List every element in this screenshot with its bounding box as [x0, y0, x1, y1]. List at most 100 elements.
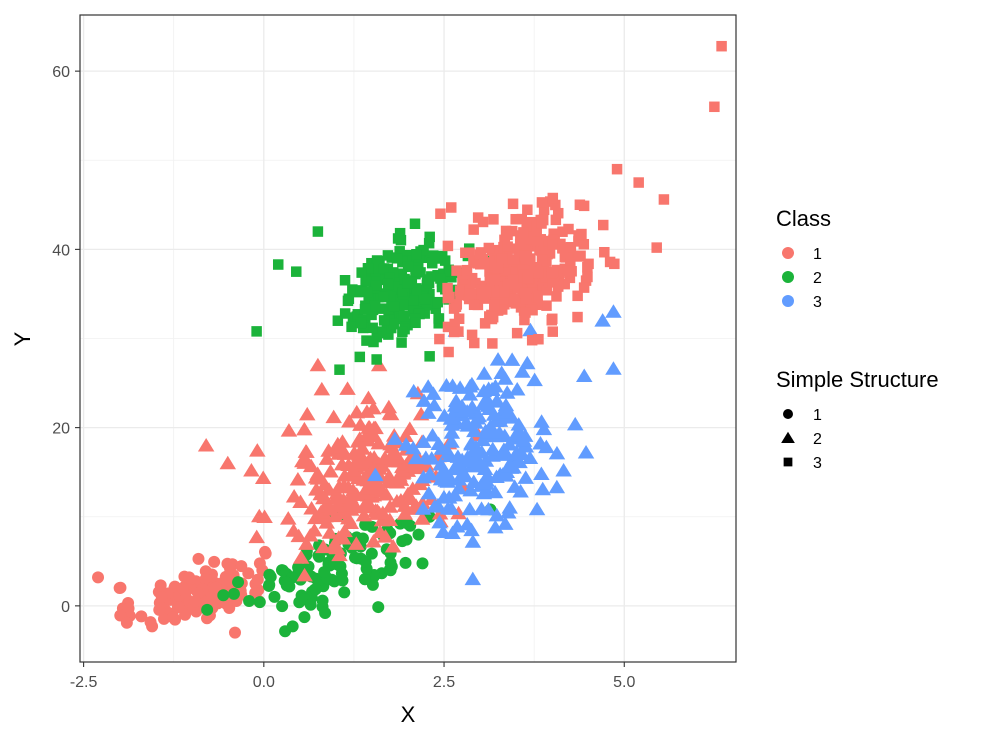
data-point: [546, 314, 558, 326]
data-point: [499, 287, 510, 298]
data-point: [508, 293, 519, 305]
data-point: [363, 292, 374, 304]
data-point: [334, 560, 347, 573]
y-tick-label: 0: [61, 599, 70, 616]
data-point: [120, 616, 133, 629]
data-point: [461, 264, 473, 276]
data-point: [224, 562, 237, 575]
data-point: [594, 313, 611, 327]
data-point: [361, 335, 372, 346]
legend-key: [782, 271, 794, 283]
data-point: [443, 425, 461, 439]
data-point: [458, 404, 476, 418]
data-point: [285, 488, 303, 503]
data-point: [272, 259, 284, 270]
data-point: [559, 251, 571, 263]
data-point: [462, 482, 479, 497]
data-point: [435, 208, 446, 219]
data-point: [488, 469, 505, 483]
data-point: [500, 264, 512, 276]
data-point: [419, 308, 430, 319]
data-point: [401, 421, 419, 435]
data-point: [412, 528, 425, 541]
data-point: [351, 445, 368, 459]
data-point: [208, 555, 221, 568]
data-point: [235, 560, 248, 573]
data-point: [442, 411, 460, 425]
data-point: [280, 576, 293, 589]
data-point: [410, 317, 421, 329]
data-point: [563, 223, 574, 235]
data-point: [519, 287, 530, 299]
legend-key: [782, 295, 794, 307]
data-point: [506, 479, 523, 493]
data-point: [286, 620, 299, 633]
data-point: [439, 255, 451, 266]
data-point: [479, 424, 496, 439]
data-point: [379, 474, 397, 489]
data-point: [541, 300, 552, 311]
data-point: [359, 555, 372, 568]
data-point: [336, 446, 354, 460]
legend-label: 1: [813, 246, 822, 263]
data-point: [331, 547, 348, 562]
data-point: [296, 421, 313, 436]
data-point: [483, 242, 495, 254]
data-point: [122, 602, 135, 615]
data-point: [552, 207, 564, 219]
data-point: [355, 317, 367, 329]
data-point: [421, 252, 433, 264]
y-tick-label: 20: [52, 421, 70, 438]
data-point: [488, 214, 499, 225]
data-point: [154, 579, 167, 592]
data-point: [548, 479, 566, 494]
data-point: [464, 278, 475, 290]
data-point: [251, 508, 268, 523]
data-point: [540, 247, 551, 258]
data-point: [251, 326, 262, 337]
data-point: [296, 567, 313, 582]
legend-title: Simple Structure: [776, 367, 939, 392]
data-point: [316, 594, 329, 607]
data-point: [553, 273, 565, 284]
data-point: [221, 579, 234, 592]
data-point: [298, 406, 316, 421]
data-point: [401, 318, 413, 330]
data-point: [370, 280, 382, 291]
legend-key: [783, 409, 793, 419]
data-point: [397, 287, 408, 298]
data-point: [319, 606, 332, 619]
data-point: [559, 278, 570, 290]
data-point: [464, 534, 482, 548]
data-point: [378, 486, 395, 501]
data-point: [651, 242, 662, 253]
data-point: [430, 297, 441, 309]
data-point: [243, 462, 260, 477]
data-point: [484, 441, 501, 456]
data-point: [502, 241, 513, 252]
data-point: [342, 295, 354, 307]
data-point: [395, 268, 406, 279]
data-point: [419, 379, 437, 393]
data-point: [318, 515, 336, 529]
data-point: [575, 250, 586, 262]
data-point: [471, 458, 489, 472]
data-point: [536, 254, 548, 265]
data-point: [336, 574, 349, 587]
data-point: [557, 226, 568, 237]
data-point: [487, 338, 498, 349]
data-point: [228, 626, 241, 639]
data-point: [466, 329, 478, 341]
data-point: [382, 250, 394, 261]
data-point: [335, 531, 352, 545]
data-point: [383, 453, 400, 468]
data-point: [578, 282, 590, 293]
data-point: [197, 437, 215, 452]
data-point: [334, 364, 345, 375]
data-point: [532, 436, 549, 450]
data-point: [253, 557, 266, 570]
data-point: [355, 507, 373, 522]
data-point: [457, 468, 474, 483]
data-point: [552, 281, 564, 292]
data-point: [402, 261, 414, 273]
